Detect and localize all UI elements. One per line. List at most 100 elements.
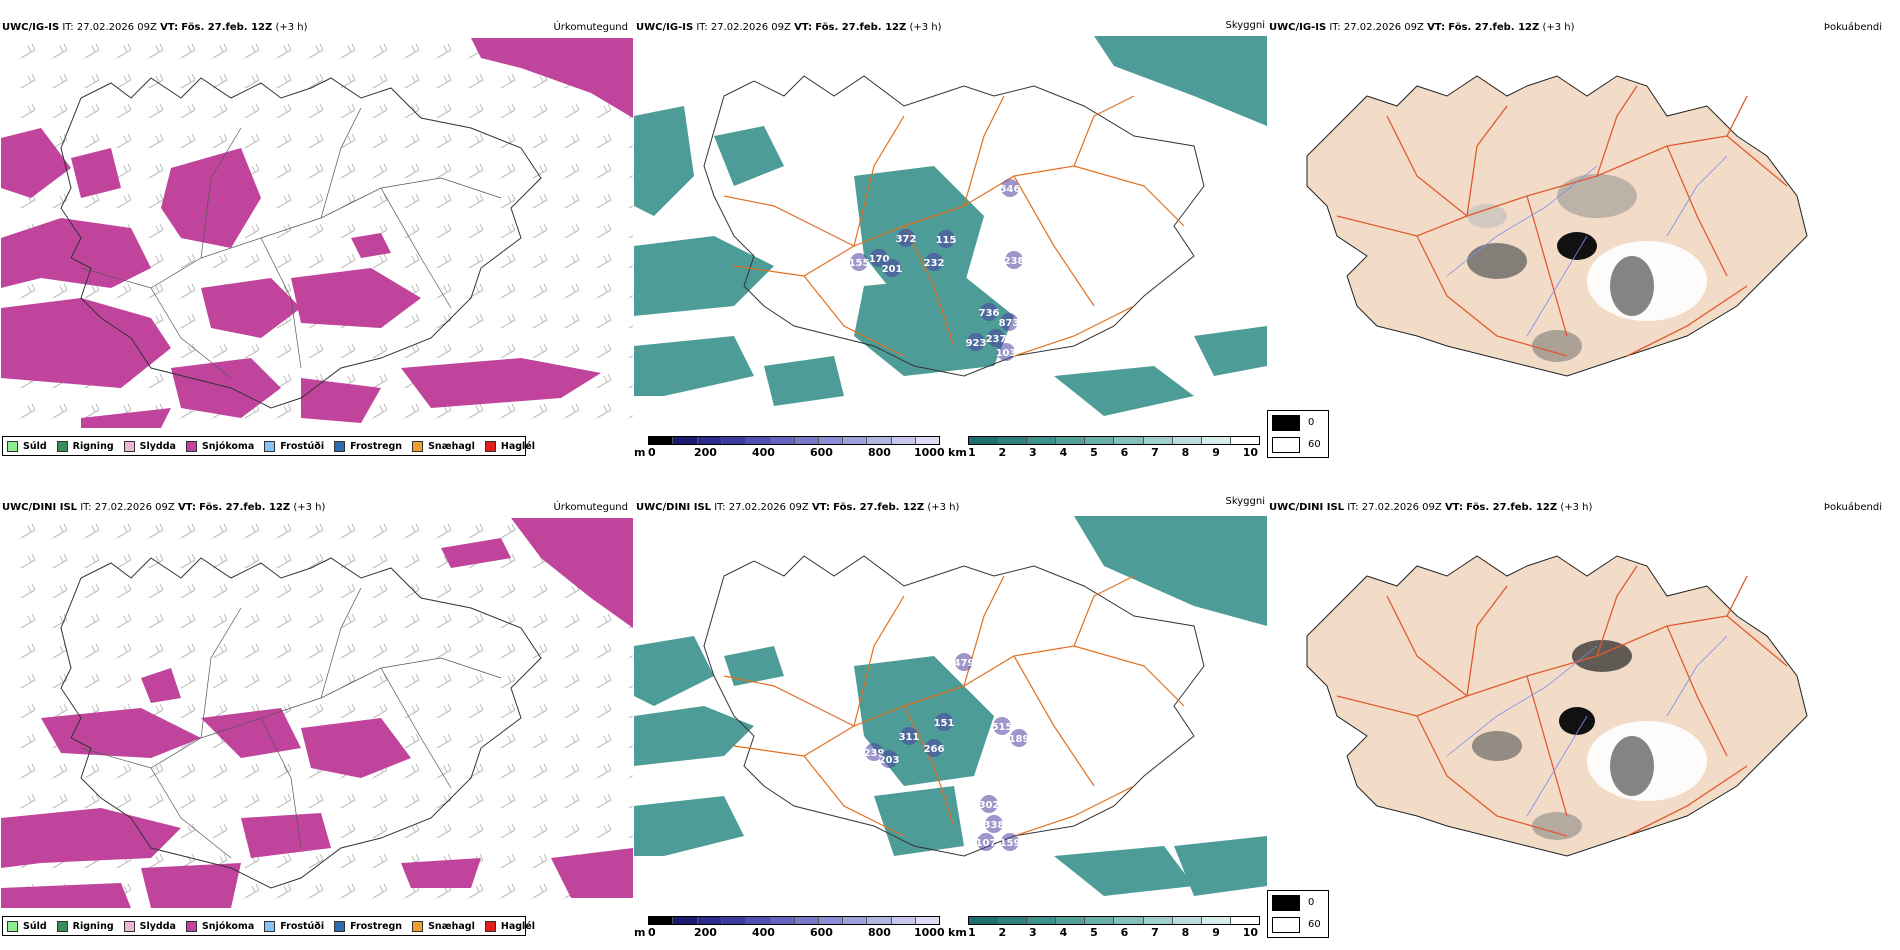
road-network bbox=[1336, 85, 1788, 357]
vis-area bbox=[1074, 516, 1267, 626]
wind-barb bbox=[628, 685, 633, 689]
snow-area bbox=[81, 408, 171, 428]
wind-barb bbox=[372, 613, 388, 629]
wind-barb bbox=[372, 193, 388, 209]
wind-barb bbox=[468, 523, 484, 539]
wind-barb bbox=[20, 553, 36, 569]
precip-type-map-2: UWC/DINI ISL IT: 27.02.2026 09Z VT: Fös.… bbox=[0, 480, 634, 950]
wind-barb bbox=[436, 703, 452, 719]
wind-barb bbox=[212, 73, 228, 89]
fog-map-svg bbox=[1306, 555, 1808, 857]
wind-barb bbox=[500, 103, 516, 119]
wind-barb bbox=[532, 643, 548, 659]
vis-area bbox=[1054, 366, 1194, 416]
wind-barb bbox=[500, 163, 516, 179]
ceiling-blob bbox=[1001, 833, 1019, 851]
ceiling-blob bbox=[980, 795, 998, 813]
wind-barb bbox=[84, 613, 100, 629]
wind-barb bbox=[468, 223, 484, 239]
fog-index-map-2: UWC/DINI ISL IT: 27.02.2026 09Z VT: Fös.… bbox=[1267, 480, 1900, 950]
ceiling-blob bbox=[880, 750, 898, 768]
wind-barb bbox=[212, 133, 228, 149]
wind-barb bbox=[596, 703, 612, 719]
wind-barb bbox=[308, 673, 324, 689]
precip-map-svg bbox=[1, 518, 633, 908]
vis-area bbox=[1094, 36, 1267, 126]
visibility-ticks: 1 2 3 4 5 6 7 8 9 10 bbox=[968, 446, 1258, 460]
wind-barb bbox=[116, 103, 132, 119]
wind-barb bbox=[404, 733, 420, 749]
wind-barb bbox=[180, 43, 196, 59]
colorbar-tick: 10 bbox=[1242, 926, 1259, 939]
ceiling-value: 159 bbox=[1000, 838, 1021, 849]
panel-title: UWC/DINI ISL IT: 27.02.2026 09Z VT: Fös.… bbox=[2, 502, 326, 513]
ceiling-value: 151 bbox=[934, 718, 955, 729]
vis-area bbox=[634, 336, 754, 396]
ceiling-blob bbox=[977, 833, 995, 851]
legend-item: Haglél bbox=[484, 920, 535, 932]
legend-label: Slydda bbox=[139, 920, 176, 932]
legend-label: Snæhagl bbox=[428, 920, 475, 932]
colorbar-tick: 9 bbox=[1212, 446, 1220, 459]
colorbar-tick: 2 bbox=[998, 926, 1007, 939]
snow-areas bbox=[1, 38, 633, 428]
wind-barb bbox=[500, 673, 516, 689]
ceiling-value: 873 bbox=[999, 318, 1020, 329]
legend-item: Frostregn bbox=[334, 440, 402, 452]
wind-barb bbox=[308, 343, 324, 359]
wind-barb bbox=[532, 763, 548, 779]
wind-barb bbox=[180, 133, 196, 149]
legend-item: Snæhagl bbox=[412, 920, 475, 932]
vis-area bbox=[634, 636, 714, 706]
wind-barb bbox=[276, 643, 292, 659]
wind-barb bbox=[596, 673, 612, 689]
ceiling-blob bbox=[997, 343, 1015, 361]
snow-area bbox=[301, 718, 411, 778]
wind-barb bbox=[628, 235, 633, 239]
wind-barb bbox=[52, 523, 68, 539]
snow-area bbox=[41, 708, 201, 758]
wind-barb bbox=[84, 523, 100, 539]
wind-barb bbox=[308, 523, 324, 539]
legend-item: Slydda bbox=[123, 440, 176, 452]
wind-barb bbox=[500, 343, 516, 359]
iceland-outline bbox=[60, 557, 542, 889]
wind-barb bbox=[20, 73, 36, 89]
wind-barb bbox=[84, 763, 100, 779]
vis-area bbox=[1174, 836, 1267, 896]
wind-barb bbox=[308, 223, 324, 239]
ceiling-blob bbox=[870, 249, 888, 267]
wind-barb bbox=[468, 163, 484, 179]
wind-barb bbox=[468, 673, 484, 689]
ceiling-value: 201 bbox=[882, 264, 903, 275]
legend-swatch bbox=[7, 920, 18, 932]
fog-legend-max: 60 bbox=[1308, 919, 1321, 930]
wind-barb bbox=[212, 673, 228, 689]
visibility-colorbar: km 1 2 3 4 5 6 7 8 9 10 bbox=[944, 436, 1264, 462]
wind-barb bbox=[84, 673, 100, 689]
wind-barb bbox=[340, 793, 356, 809]
wind-barb bbox=[468, 283, 484, 299]
wind-barb bbox=[436, 613, 452, 629]
legend-item: Snjókoma bbox=[185, 440, 254, 452]
wind-barb bbox=[404, 553, 420, 569]
wind-barb bbox=[148, 163, 164, 179]
wind-barb bbox=[404, 643, 420, 659]
wind-barb bbox=[244, 793, 260, 809]
wind-barb bbox=[436, 163, 452, 179]
vis-area bbox=[634, 106, 694, 216]
colorbar-tick: 8 bbox=[1181, 446, 1190, 459]
wind-barb bbox=[596, 373, 612, 389]
rivers bbox=[1446, 635, 1728, 817]
wind-barb bbox=[52, 553, 68, 569]
wind-barb bbox=[564, 313, 580, 329]
wind-barb bbox=[180, 313, 196, 329]
ceiling-value: 189 bbox=[1009, 734, 1030, 745]
wind-barb bbox=[468, 703, 484, 719]
precip-map-svg bbox=[1, 38, 633, 428]
legend-item: Súld bbox=[7, 440, 47, 452]
wind-barb bbox=[180, 523, 196, 539]
ceiling-ticks: 0 200 400 600 800 1000 bbox=[648, 926, 945, 940]
wind-barb bbox=[148, 763, 164, 779]
wind-barb bbox=[564, 703, 580, 719]
